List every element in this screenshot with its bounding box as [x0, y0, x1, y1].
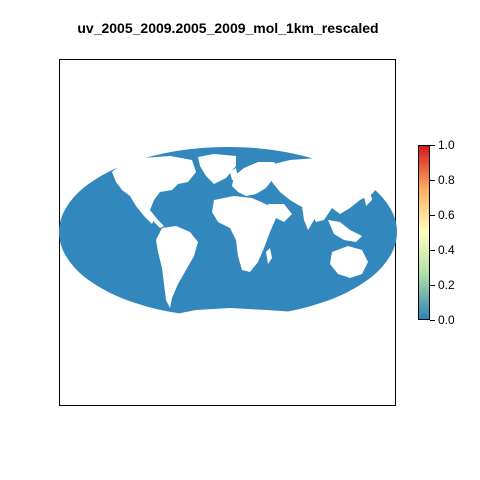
land-asia — [266, 158, 380, 222]
land-india — [302, 206, 316, 230]
legend-tick — [430, 179, 435, 181]
legend-tick-label: 0.2 — [438, 278, 455, 292]
land-africa — [212, 196, 276, 272]
land-se-asia — [328, 220, 362, 242]
legend-tick-label: 0.4 — [438, 243, 455, 257]
land-arabia — [268, 204, 292, 222]
legend-gradient — [419, 146, 429, 319]
plot-title: uv_2005_2009.2005_2009_mol_1km_rescaled — [77, 20, 379, 36]
legend-tick — [430, 144, 435, 146]
land-south-america — [156, 226, 198, 308]
legend-tick-label: 0.6 — [438, 208, 455, 222]
land-madagascar — [266, 248, 272, 264]
land-central-america — [150, 210, 164, 228]
land-greenland — [198, 154, 236, 184]
land-new-zealand — [378, 274, 384, 288]
legend-tick — [430, 249, 435, 251]
land-antarctica — [166, 308, 316, 318]
legend-tick — [430, 214, 435, 216]
legend-tick — [430, 319, 435, 321]
legend-tick-label: 1.0 — [438, 138, 455, 152]
land-japan — [364, 190, 372, 206]
legend-tick-label: 0.0 — [438, 313, 455, 327]
legend-tick-label: 0.8 — [438, 173, 455, 187]
legend-tick — [430, 284, 435, 286]
color-legend — [418, 145, 430, 320]
land-australia — [330, 246, 368, 278]
land-masses — [112, 154, 384, 318]
land-uk — [230, 168, 238, 180]
land-north-america — [112, 156, 196, 224]
